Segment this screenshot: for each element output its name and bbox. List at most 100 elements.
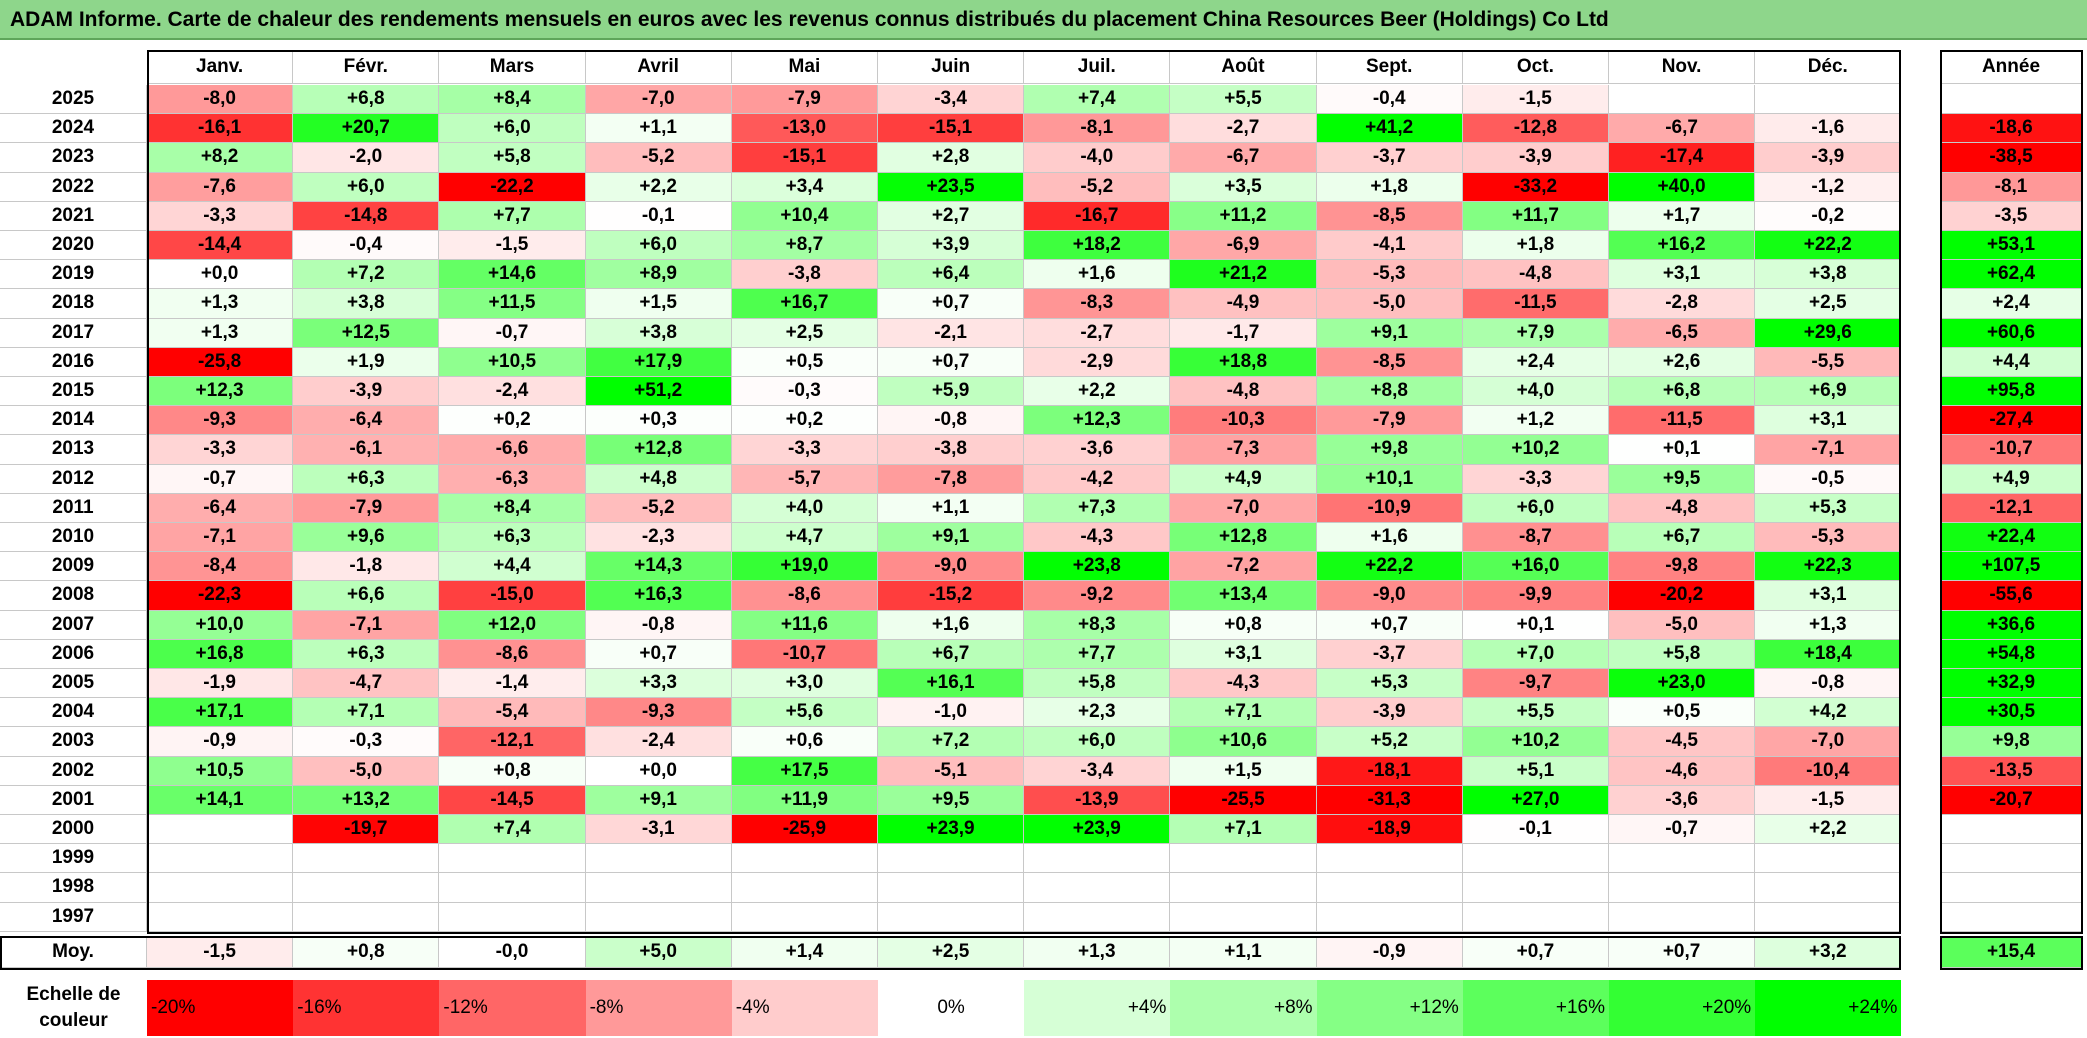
- heatmap-cell: +16,0: [1462, 552, 1609, 582]
- heatmap-cell: +1,2: [1462, 406, 1609, 436]
- heatmap-cell: [1024, 844, 1171, 874]
- heatmap-cell: +22,2: [1755, 231, 1902, 261]
- heatmap-cell: +0,1: [1462, 610, 1609, 640]
- heatmap-cell: +0,7: [878, 289, 1025, 319]
- heatmap-cell: -0,7: [439, 318, 586, 348]
- heatmap-cell: +1,1: [585, 114, 732, 144]
- heatmap-cell: -6,6: [439, 435, 586, 465]
- annual-return-cell: +4,9: [1940, 464, 2083, 494]
- average-cell: +1,4: [731, 937, 878, 968]
- heatmap-cell: +21,2: [1170, 260, 1317, 290]
- heatmap-cell: +12,5: [293, 318, 440, 348]
- year-label: 2001: [0, 785, 147, 815]
- heatmap-cell: [439, 902, 586, 932]
- heatmap-cell: -16,1: [147, 114, 294, 144]
- heatmap-cell: [147, 902, 294, 932]
- heatmap-cell: +8,2: [147, 143, 294, 173]
- heatmap-cell: [585, 902, 732, 932]
- heatmap-cell: +2,5: [1755, 289, 1902, 319]
- heatmap-cell: +0,7: [878, 347, 1025, 377]
- heatmap-cell: +6,4: [878, 260, 1025, 290]
- heatmap-cell: +2,2: [1024, 377, 1171, 407]
- heatmap-cell: +0,3: [585, 406, 732, 436]
- heatmap-cell: [1462, 873, 1609, 903]
- heatmap-cell: +7,7: [439, 201, 586, 231]
- heatmap-cell: -15,2: [878, 581, 1025, 611]
- heatmap-cell: +3,8: [585, 318, 732, 348]
- heatmap-cell: +7,2: [878, 727, 1025, 757]
- annual-return-cell: +54,8: [1940, 639, 2083, 669]
- heatmap-cell: +5,3: [1316, 669, 1463, 699]
- heatmap-cell: -2,1: [878, 318, 1025, 348]
- heatmap-cell: -2,0: [293, 143, 440, 173]
- heatmap-cell: -5,0: [293, 756, 440, 786]
- heatmap-cell: +1,3: [147, 289, 294, 319]
- heatmap-cell: [1462, 902, 1609, 932]
- heatmap-cell: +22,2: [1316, 552, 1463, 582]
- heatmap-cell: -3,3: [731, 435, 878, 465]
- heatmap-cell: +9,1: [1316, 318, 1463, 348]
- heatmap-cell: +10,5: [439, 347, 586, 377]
- heatmap-cell: +1,8: [1316, 172, 1463, 202]
- heatmap-cell: -5,2: [585, 143, 732, 173]
- title-bar: ADAM Informe. Carte de chaleur des rende…: [0, 0, 2087, 40]
- annual-return-cell: [1940, 85, 2083, 115]
- heatmap-cell: -14,8: [293, 201, 440, 231]
- year-label: 2005: [0, 669, 147, 699]
- heatmap-cell: -15,1: [731, 143, 878, 173]
- month-header: Mars: [439, 50, 586, 84]
- heatmap-cell: -3,1: [585, 815, 732, 845]
- heatmap-cell: -3,7: [1316, 639, 1463, 669]
- heatmap-cell: -0,8: [878, 406, 1025, 436]
- year-label: 2002: [0, 756, 147, 786]
- color-scale-step: +24%: [1755, 979, 1902, 1036]
- heatmap-cell: +6,6: [293, 581, 440, 611]
- annual-return-cell: -8,1: [1940, 172, 2083, 202]
- heatmap-cell: -9,8: [1609, 552, 1756, 582]
- heatmap-cell: +16,8: [147, 639, 294, 669]
- heatmap-cell: +0,5: [731, 347, 878, 377]
- heatmap-cell: -7,3: [1170, 435, 1317, 465]
- annual-return-cell: [1940, 844, 2083, 874]
- heatmap-cell: -4,6: [1609, 756, 1756, 786]
- annual-return-cell: +9,8: [1940, 727, 2083, 757]
- heatmap-cell: +1,8: [1462, 231, 1609, 261]
- annual-return-cell: +22,4: [1940, 523, 2083, 553]
- heatmap-cell: -7,1: [1755, 435, 1902, 465]
- heatmap-cell: -5,2: [585, 493, 732, 523]
- average-annual-cell: +15,4: [1940, 937, 2083, 968]
- heatmap-cell: +1,3: [147, 318, 294, 348]
- heatmap-cell: -5,1: [878, 756, 1025, 786]
- heatmap-cell: -7,9: [1316, 406, 1463, 436]
- color-scale-step: -8%: [585, 979, 732, 1036]
- heatmap-cell: +8,8: [1316, 377, 1463, 407]
- heatmap-cell: +0,8: [439, 756, 586, 786]
- annual-return-cell: [1940, 873, 2083, 903]
- annual-return-cell: -13,5: [1940, 756, 2083, 786]
- month-header: Oct.: [1462, 50, 1609, 84]
- heatmap-cell: +9,5: [1609, 464, 1756, 494]
- heatmap-cell: +7,1: [293, 698, 440, 728]
- heatmap-cell: -10,3: [1170, 406, 1317, 436]
- year-label: 2017: [0, 318, 147, 348]
- heatmap-cell: -1,5: [439, 231, 586, 261]
- heatmap-cell: +3,1: [1755, 581, 1902, 611]
- year-label: 2012: [0, 464, 147, 494]
- heatmap-cell: +12,3: [1024, 406, 1171, 436]
- heatmap-cell: -10,7: [731, 639, 878, 669]
- heatmap-cell: +3,5: [1170, 172, 1317, 202]
- heatmap-cell: -25,8: [147, 347, 294, 377]
- year-label: 2018: [0, 289, 147, 319]
- heatmap-cell: +9,1: [585, 785, 732, 815]
- heatmap-cell: +5,5: [1462, 698, 1609, 728]
- year-label: 2021: [0, 201, 147, 231]
- heatmap-cell: +3,8: [293, 289, 440, 319]
- heatmap-cell: [1170, 844, 1317, 874]
- color-scale-step: +20%: [1609, 979, 1756, 1036]
- heatmap-cell: -8,6: [439, 639, 586, 669]
- heatmap-cell: +6,3: [293, 464, 440, 494]
- heatmap-cell: +12,0: [439, 610, 586, 640]
- heatmap-cell: +0,7: [585, 639, 732, 669]
- heatmap-cell: +0,0: [147, 260, 294, 290]
- heatmap-cell: -15,0: [439, 581, 586, 611]
